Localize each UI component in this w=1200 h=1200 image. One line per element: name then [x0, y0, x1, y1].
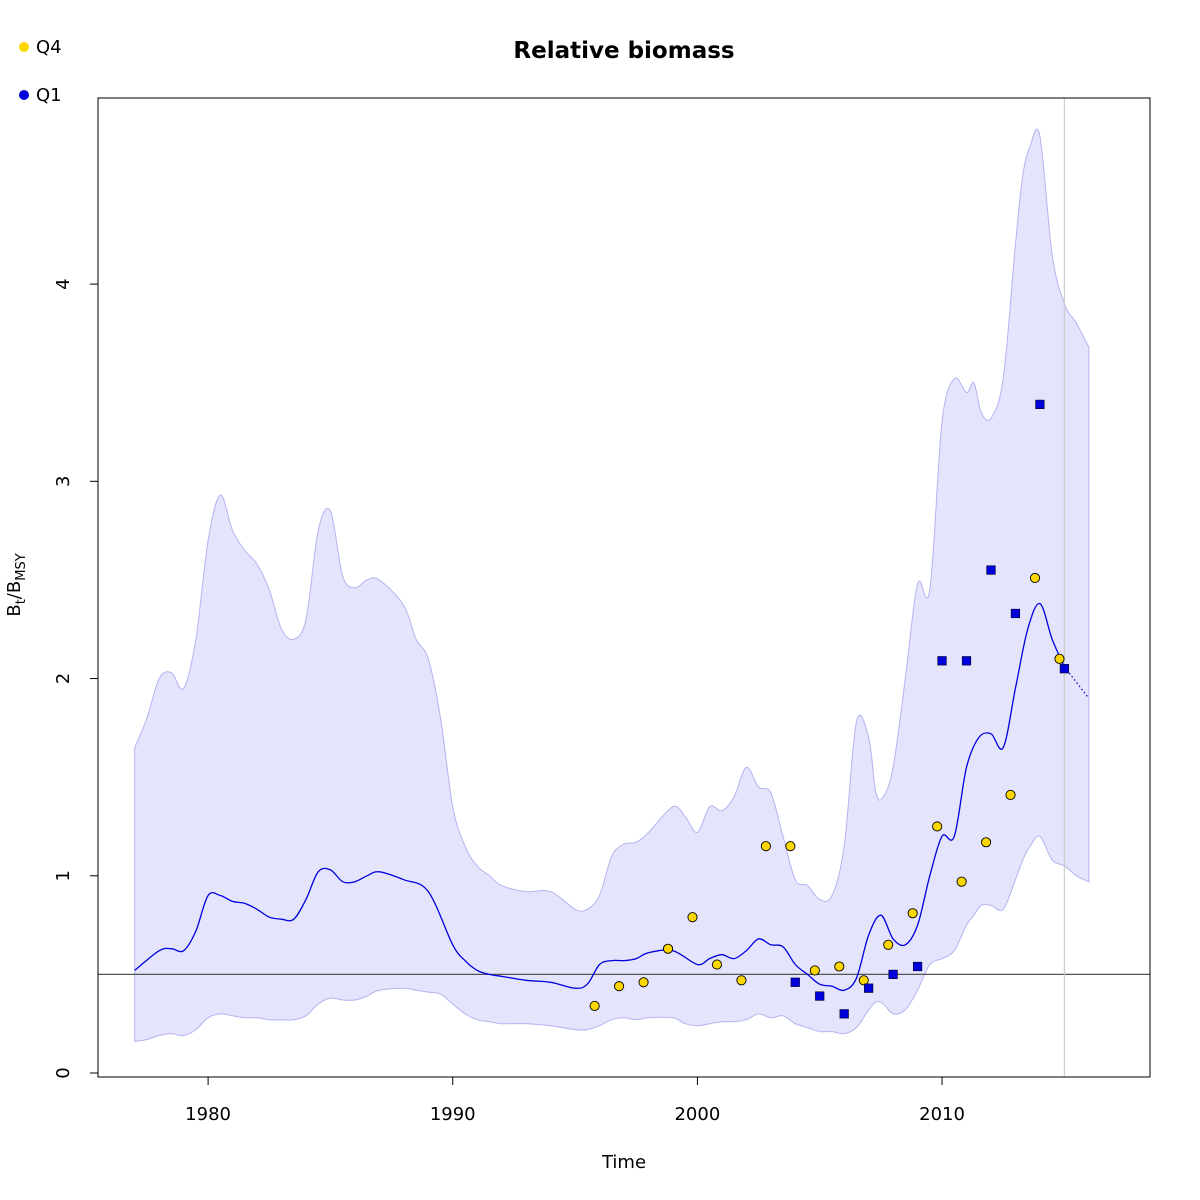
- q4-point: [736, 975, 747, 986]
- median-projection-line: [1063, 666, 1090, 699]
- y-tick-label: 4: [53, 278, 74, 289]
- y-tick-label: 1: [53, 870, 74, 881]
- q1-point: [790, 977, 800, 987]
- q4-point: [834, 961, 845, 972]
- q4-point: [711, 959, 723, 970]
- x-axis-label: Time: [601, 1152, 646, 1173]
- q4-point: [1054, 653, 1065, 664]
- q1-point: [986, 565, 996, 575]
- q4-point: [956, 876, 967, 887]
- legend-marker-q1: [19, 90, 29, 100]
- q4-point: [809, 965, 820, 976]
- q4-point: [1029, 572, 1041, 584]
- legend: Q4 Q1: [19, 37, 62, 106]
- x-tick-label: 1990: [430, 1104, 476, 1125]
- y-axis: 0 1 2 3 4: [53, 278, 99, 1079]
- survey-index-points: [589, 399, 1069, 1019]
- q1-point: [937, 656, 947, 666]
- median-line: [134, 602, 1065, 992]
- q4-point: [907, 908, 918, 919]
- q1-point: [912, 961, 923, 972]
- legend-label-q4: Q4: [36, 37, 62, 58]
- legend-marker-q4: [19, 42, 29, 52]
- credible-interval-band: [134, 128, 1090, 1042]
- x-tick-label: 2010: [919, 1104, 965, 1125]
- q4-point: [981, 837, 992, 848]
- q4-point: [687, 912, 698, 923]
- q4-point: [662, 943, 674, 954]
- q1-point: [864, 983, 874, 993]
- q4-point: [785, 841, 796, 852]
- y-tick-label: 0: [53, 1067, 74, 1078]
- q4-point: [638, 977, 649, 988]
- x-axis: 1980 1990 2000 2010: [134, 1076, 1089, 1125]
- q1-point: [1059, 664, 1069, 674]
- median-trajectory: [134, 602, 1090, 992]
- q1-point: [815, 991, 825, 1001]
- chart-title: Relative biomass: [513, 38, 734, 64]
- q4-point: [858, 975, 869, 986]
- q4-point: [932, 821, 943, 832]
- q1-point: [1010, 608, 1021, 619]
- q4-point: [1005, 789, 1016, 800]
- legend-label-q1: Q1: [36, 85, 62, 106]
- y-axis-label: Bt/BMSY: [4, 553, 29, 616]
- y-tick-label: 2: [53, 673, 74, 684]
- q1-point: [961, 656, 972, 666]
- q1-point: [839, 1009, 849, 1019]
- q4-point: [589, 1000, 600, 1011]
- q4-point: [614, 981, 625, 992]
- y-tick-label: 3: [53, 476, 74, 487]
- q1-point: [1035, 399, 1045, 410]
- x-tick-label: 2000: [674, 1104, 720, 1125]
- q4-point: [760, 841, 771, 852]
- reference-lines: [98, 98, 1150, 1077]
- x-tick-label: 1980: [185, 1104, 231, 1125]
- credible-interval-area: [134, 128, 1090, 1042]
- q1-point: [888, 969, 898, 979]
- q4-point: [883, 939, 894, 950]
